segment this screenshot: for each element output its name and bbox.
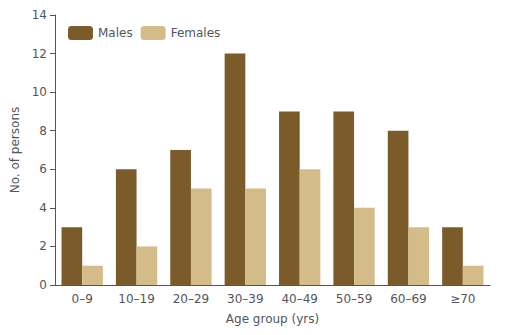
- svg-text:Males: Males: [98, 26, 133, 40]
- svg-text:0–9: 0–9: [72, 292, 93, 306]
- svg-text:40–49: 40–49: [281, 292, 318, 306]
- svg-text:6: 6: [39, 162, 47, 176]
- svg-text:Age group (yrs): Age group (yrs): [226, 312, 319, 326]
- svg-text:20–29: 20–29: [173, 292, 210, 306]
- svg-text:60–69: 60–69: [390, 292, 427, 306]
- svg-text:14: 14: [32, 8, 47, 22]
- svg-text:12: 12: [32, 47, 47, 61]
- svg-text:≥70: ≥70: [450, 292, 475, 306]
- svg-text:30–39: 30–39: [227, 292, 264, 306]
- svg-text:2: 2: [39, 239, 47, 253]
- svg-text:50–59: 50–59: [336, 292, 373, 306]
- svg-text:Females: Females: [171, 26, 221, 40]
- svg-text:10–19: 10–19: [118, 292, 155, 306]
- svg-text:No. of persons: No. of persons: [8, 107, 22, 194]
- svg-text:10: 10: [32, 85, 47, 99]
- svg-text:4: 4: [39, 201, 47, 215]
- svg-text:8: 8: [39, 124, 47, 138]
- svg-text:0: 0: [39, 278, 47, 292]
